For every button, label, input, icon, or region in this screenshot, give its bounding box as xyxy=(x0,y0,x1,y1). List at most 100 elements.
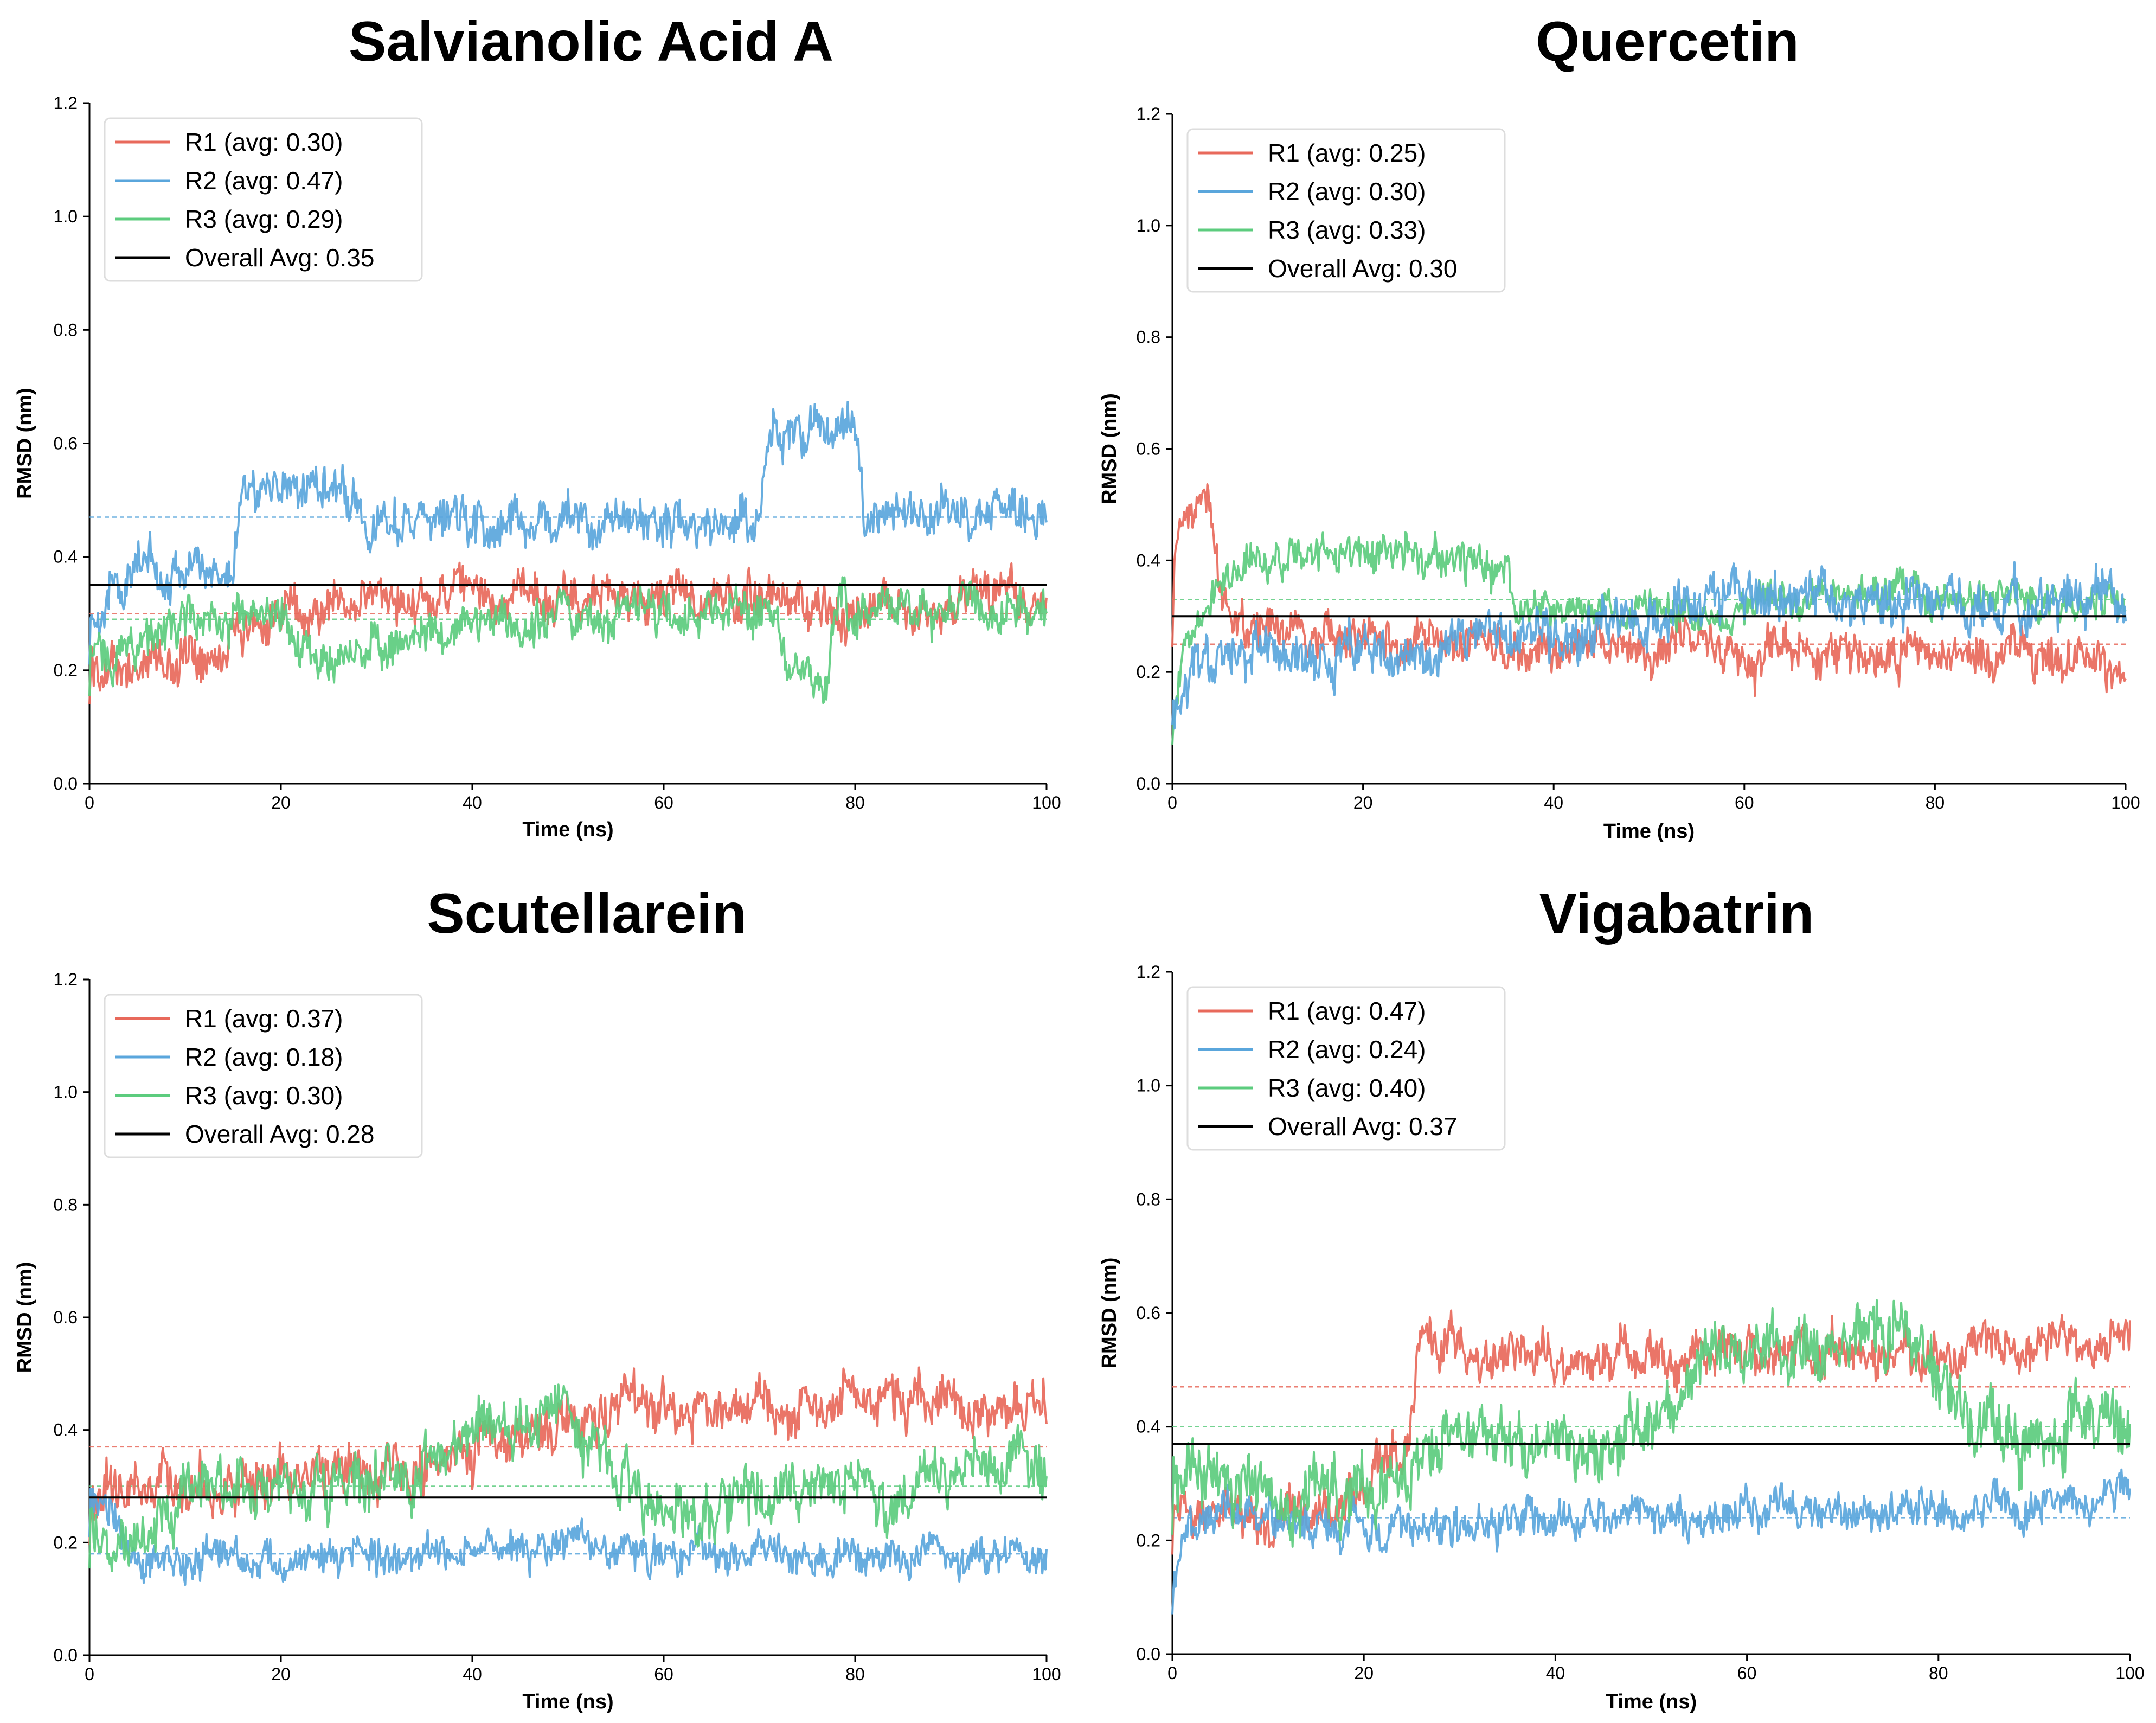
chart-title: Scutellarein xyxy=(427,882,747,945)
legend-label: Overall Avg: 0.30 xyxy=(1268,254,1457,283)
legend-box xyxy=(1186,128,1506,293)
y-axis-label: RMSD (nm) xyxy=(14,1262,36,1373)
y-tick-label: 0.6 xyxy=(54,434,78,453)
legend-label: R1 (avg: 0.30) xyxy=(185,128,343,156)
y-axis-label: RMSD (nm) xyxy=(1098,1258,1121,1369)
x-tick-label: 0 xyxy=(85,793,94,812)
legend-label: R3 (avg: 0.33) xyxy=(1268,216,1426,244)
x-tick-label: 0 xyxy=(1167,793,1177,812)
x-tick-label: 60 xyxy=(654,1664,673,1684)
y-tick-label: 0.4 xyxy=(1137,550,1160,570)
series-line-r1 xyxy=(1171,483,2127,697)
panel-vigabatrin: Vigabatrin 0 20 40 60 80 100 0.0 0.2 0.4 0.6 0.8 1.0… xyxy=(1098,882,2145,1713)
y-tick-label: 0.2 xyxy=(1137,1530,1160,1550)
x-tick-label: 40 xyxy=(463,793,482,812)
y-tick-label: 0.0 xyxy=(1137,1644,1160,1664)
legend-label: R1 (avg: 0.37) xyxy=(185,1004,343,1033)
x-axis-label: Time (ns) xyxy=(522,1690,613,1713)
y-tick-label: 1.0 xyxy=(54,207,78,226)
y-tick-label: 0.8 xyxy=(1137,1189,1160,1209)
x-tick-label: 20 xyxy=(1354,1663,1374,1683)
panel-scutellarein: Scutellarein 0 20 40 60 80 100 0.0 0.2 0.4 0.6 0.8 1… xyxy=(14,882,1061,1713)
x-tick-label: 100 xyxy=(1032,1664,1061,1684)
x-axis-label: Time (ns) xyxy=(522,818,613,841)
series-line-r1 xyxy=(88,561,1048,704)
legend-box xyxy=(104,994,423,1158)
legend: R1 (avg: 0.37) R2 (avg: 0.18) R3 (avg: 0.3… xyxy=(104,994,423,1158)
y-tick-label: 0.2 xyxy=(54,1533,78,1552)
x-tick-label: 100 xyxy=(2115,1663,2144,1683)
series-line-r2 xyxy=(1171,1468,2131,1615)
y-tick-label: 1.2 xyxy=(1137,962,1160,982)
y-tick-label: 0.8 xyxy=(1137,328,1160,347)
x-tick-label: 60 xyxy=(1737,1663,1757,1683)
y-tick-label: 0.4 xyxy=(1137,1417,1160,1437)
x-tick-label: 100 xyxy=(1032,793,1061,812)
y-tick-label: 0.8 xyxy=(54,320,78,340)
chart-title: Vigabatrin xyxy=(1539,882,1814,945)
x-tick-label: 40 xyxy=(1544,793,1563,812)
legend-label: R3 (avg: 0.40) xyxy=(1268,1074,1426,1102)
legend-label: Overall Avg: 0.28 xyxy=(185,1120,374,1148)
chart-title: Quercetin xyxy=(1536,10,1799,73)
legend-label: R2 (avg: 0.18) xyxy=(185,1043,343,1071)
x-tick-label: 40 xyxy=(1546,1663,1565,1683)
series-line-r1 xyxy=(1171,1309,2131,1555)
x-axis-label: Time (ns) xyxy=(1606,1690,1697,1713)
legend-label: Overall Avg: 0.35 xyxy=(185,244,374,272)
x-axis-label: Time (ns) xyxy=(1603,820,1695,843)
legend-box xyxy=(1186,986,1506,1151)
y-tick-label: 1.0 xyxy=(54,1083,78,1102)
x-tick-label: 80 xyxy=(1926,793,1945,812)
x-tick-label: 20 xyxy=(271,1664,291,1684)
legend-box xyxy=(104,117,423,282)
x-tick-label: 0 xyxy=(85,1664,94,1684)
y-tick-label: 1.2 xyxy=(1137,104,1160,124)
legend-label: R1 (avg: 0.25) xyxy=(1268,139,1426,167)
x-tick-label: 40 xyxy=(463,1664,482,1684)
x-tick-label: 80 xyxy=(845,1664,865,1684)
y-tick-label: 1.2 xyxy=(54,93,78,113)
panel-quercetin: Quercetin 0 20 40 60 80 100 0.0 0.2 0.4 0.6 0.8 1.0 1… xyxy=(1098,10,2140,843)
series-line-r3 xyxy=(88,576,1048,704)
legend: R1 (avg: 0.30) R2 (avg: 0.47) R3 (avg: 0.2… xyxy=(104,117,423,282)
y-tick-label: 0.0 xyxy=(54,774,78,793)
x-tick-label: 20 xyxy=(1353,793,1373,812)
y-tick-label: 1.0 xyxy=(1137,216,1160,235)
x-tick-label: 60 xyxy=(1735,793,1754,812)
legend-label: R3 (avg: 0.29) xyxy=(185,205,343,233)
panel-salvianolic-acid-a: Salvianolic Acid A 0 20 40 60 80 100 0.0 0.2 0.4 0… xyxy=(14,10,1061,841)
y-tick-label: 0.0 xyxy=(54,1645,78,1665)
series-line-r3 xyxy=(88,1383,1048,1572)
legend-label: R2 (avg: 0.47) xyxy=(185,166,343,195)
x-tick-label: 20 xyxy=(271,793,291,812)
legend-label: R2 (avg: 0.30) xyxy=(1268,177,1426,206)
legend: R1 (avg: 0.25) R2 (avg: 0.30) R3 (avg: 0.3… xyxy=(1186,128,1506,293)
y-tick-label: 0.6 xyxy=(1137,439,1160,459)
chart-title: Salvianolic Acid A xyxy=(349,10,833,73)
legend-label: Overall Avg: 0.37 xyxy=(1268,1112,1457,1141)
y-tick-label: 0.2 xyxy=(54,661,78,680)
y-tick-label: 0.8 xyxy=(54,1195,78,1214)
y-tick-label: 0.6 xyxy=(1137,1303,1160,1323)
x-tick-label: 80 xyxy=(1929,1663,1948,1683)
y-tick-label: 1.0 xyxy=(1137,1076,1160,1096)
legend-label: R2 (avg: 0.24) xyxy=(1268,1035,1426,1064)
legend: R1 (avg: 0.47) R2 (avg: 0.24) R3 (avg: 0.4… xyxy=(1186,986,1506,1151)
y-tick-label: 0.4 xyxy=(54,1420,78,1440)
series-line-r3 xyxy=(1171,1299,2131,1548)
x-tick-label: 60 xyxy=(654,793,673,812)
series-line-r2 xyxy=(88,401,1048,665)
y-axis-label: RMSD (nm) xyxy=(1098,393,1121,504)
legend-label: R1 (avg: 0.47) xyxy=(1268,997,1426,1025)
y-tick-label: 1.2 xyxy=(54,970,78,989)
x-tick-label: 100 xyxy=(2111,793,2140,812)
y-tick-label: 0.4 xyxy=(54,547,78,567)
series-line-r2 xyxy=(88,1488,1048,1586)
x-tick-label: 0 xyxy=(1167,1663,1177,1683)
y-axis-label: RMSD (nm) xyxy=(14,388,36,499)
y-tick-label: 0.0 xyxy=(1137,774,1160,793)
y-tick-label: 0.2 xyxy=(1137,662,1160,682)
x-tick-label: 80 xyxy=(845,793,865,812)
